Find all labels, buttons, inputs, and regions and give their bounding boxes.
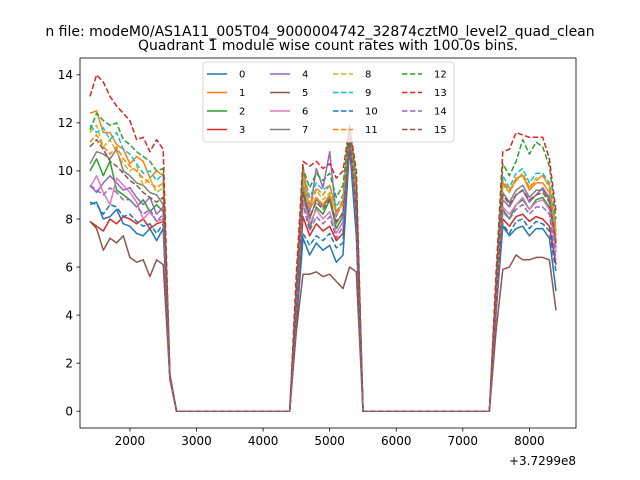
legend-label-2: 2 — [239, 107, 245, 118]
legend-label-11: 11 — [365, 125, 378, 136]
y-tick-label: 8 — [65, 212, 73, 226]
figure-suptitle: n file: modeM0/AS1A11_005T04_9000004742_… — [45, 24, 594, 40]
legend-label-12: 12 — [434, 70, 447, 81]
legend-label-8: 8 — [365, 70, 371, 81]
legend-label-14: 14 — [434, 107, 447, 118]
legend-label-1: 1 — [239, 88, 245, 99]
legend-label-3: 3 — [239, 125, 245, 136]
x-tick-label: 2000 — [115, 434, 146, 448]
x-tick-label: 6000 — [381, 434, 412, 448]
x-axis: 2000 3000 4000 5000 6000 7000 8000 — [115, 428, 545, 448]
series-line-14 — [89, 138, 557, 412]
legend-label-13: 13 — [434, 88, 447, 99]
axes-title: Quadrant 1 module wise count rates with … — [138, 38, 518, 54]
legend-label-0: 0 — [239, 70, 245, 81]
series-line-15 — [89, 136, 557, 412]
y-tick-label: 10 — [58, 164, 73, 178]
x-tick-label: 4000 — [248, 434, 279, 448]
y-axis: 0 2 4 6 8 10 12 14 — [58, 68, 80, 418]
series-line-12 — [89, 112, 557, 412]
legend-label-6: 6 — [302, 107, 308, 118]
x-tick-label: 3000 — [181, 434, 212, 448]
legend-label-4: 4 — [302, 70, 308, 81]
y-tick-label: 14 — [58, 68, 73, 82]
y-tick-label: 0 — [65, 404, 73, 418]
x-tick-label: 7000 — [448, 434, 479, 448]
x-tick-label: 5000 — [314, 434, 345, 448]
y-tick-label: 6 — [65, 260, 73, 274]
x-tick-label: 8000 — [514, 434, 545, 448]
legend-label-15: 15 — [434, 125, 447, 136]
legend-label-9: 9 — [365, 88, 371, 99]
legend-box — [202, 61, 455, 143]
legend-label-10: 10 — [365, 107, 378, 118]
axes-frame — [79, 57, 577, 429]
y-tick-label: 2 — [65, 356, 73, 370]
legend-label-5: 5 — [302, 88, 308, 99]
y-tick-label: 12 — [58, 116, 73, 130]
series-layer — [89, 74, 557, 412]
legend-label-7: 7 — [302, 125, 308, 136]
x-offset-label: +3.7299e8 — [509, 454, 576, 468]
y-tick-label: 4 — [65, 308, 73, 322]
